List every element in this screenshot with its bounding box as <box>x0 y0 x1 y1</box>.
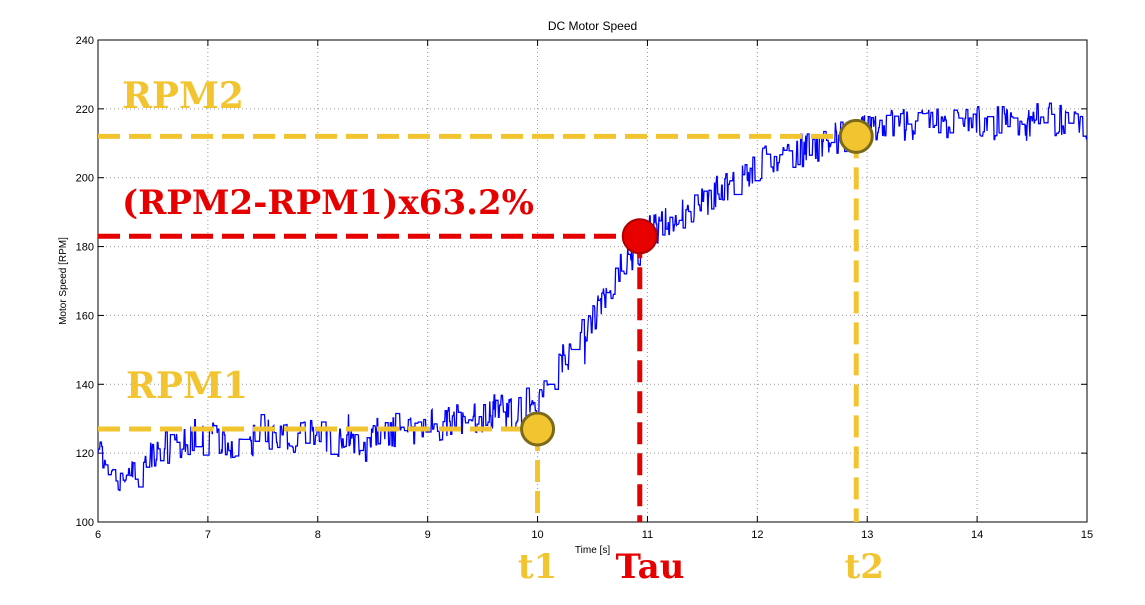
x-tick-label: 15 <box>1081 529 1093 541</box>
x-tick-label: 12 <box>751 529 763 541</box>
y-tick-label: 120 <box>76 448 94 460</box>
y-axis-label: Motor Speed [RPM] <box>58 237 69 325</box>
tau-point <box>621 218 658 255</box>
y-tick-label: 180 <box>76 242 94 254</box>
rpm2-label: RPM2 <box>122 75 244 117</box>
t2-label: t2 <box>845 547 884 587</box>
chart-title: DC Motor Speed <box>548 19 637 33</box>
y-tick-label: 240 <box>76 35 94 47</box>
y-tick-label: 220 <box>76 104 94 116</box>
x-tick-label: 7 <box>205 529 211 541</box>
grid <box>98 40 1087 522</box>
speed-series-line <box>97 102 1088 492</box>
x-tick-label: 10 <box>531 529 543 541</box>
x-tick-label: 13 <box>861 529 873 541</box>
x-tick-label: 11 <box>642 529 653 541</box>
series-layer <box>97 102 1088 492</box>
axis-ticks: 6 7 8 9 10 11 12 13 14 15 100 120 140 160 180 200 220 240 <box>76 35 1093 541</box>
y-tick-label: 140 <box>76 379 94 391</box>
t1-point <box>520 411 556 447</box>
x-tick-label: 14 <box>971 529 983 541</box>
annotation-layer <box>98 118 874 522</box>
x-tick-label: 9 <box>425 529 431 541</box>
y-tick-label: 200 <box>76 173 94 185</box>
t2-point <box>838 118 874 154</box>
y-tick-label: 100 <box>76 517 94 529</box>
rpm1-label: RPM1 <box>126 365 248 407</box>
t1-label: t1 <box>518 547 557 587</box>
x-axis-label: Time [s] <box>575 545 610 556</box>
tau-label: Tau <box>616 547 685 587</box>
tau-equation-label: (RPM2-RPM1)x63.2% <box>122 183 534 223</box>
plot-frame <box>97 39 1088 523</box>
x-tick-label: 6 <box>95 529 101 541</box>
y-tick-label: 160 <box>76 310 94 322</box>
x-tick-label: 8 <box>315 529 321 541</box>
